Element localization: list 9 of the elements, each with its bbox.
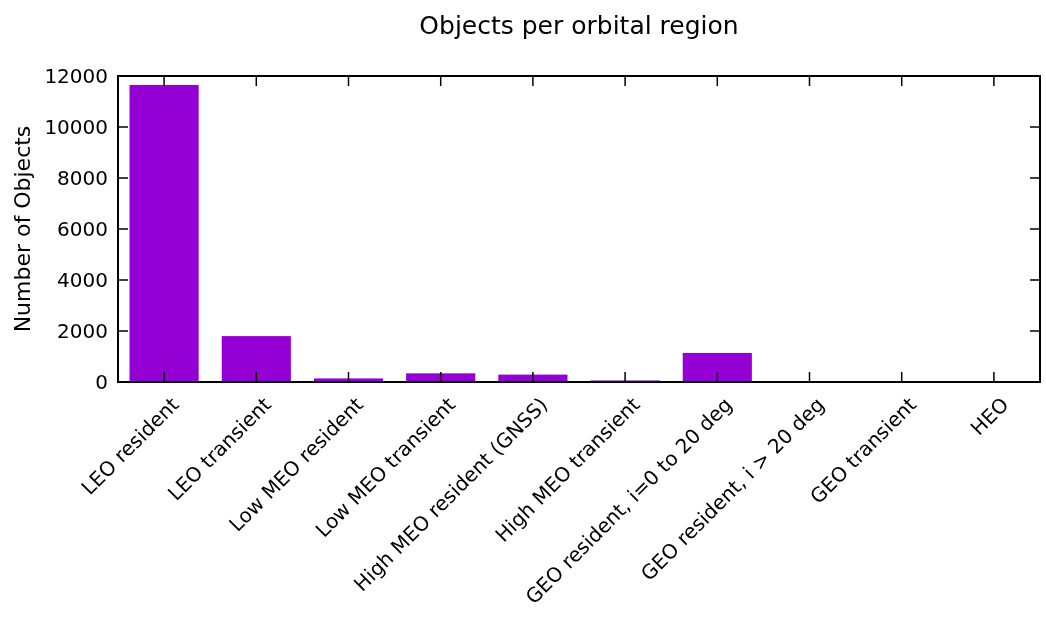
y-tick-label: 2000: [57, 319, 108, 343]
chart-title: Objects per orbital region: [419, 11, 739, 40]
y-tick-label: 8000: [57, 166, 108, 190]
y-axis-title: Number of Objects: [10, 125, 35, 333]
y-tick-label: 12000: [44, 64, 108, 88]
y-tick-label: 4000: [57, 268, 108, 292]
y-tick-label: 0: [95, 370, 108, 394]
y-tick-label: 6000: [57, 217, 108, 241]
y-tick-label: 10000: [44, 115, 108, 139]
